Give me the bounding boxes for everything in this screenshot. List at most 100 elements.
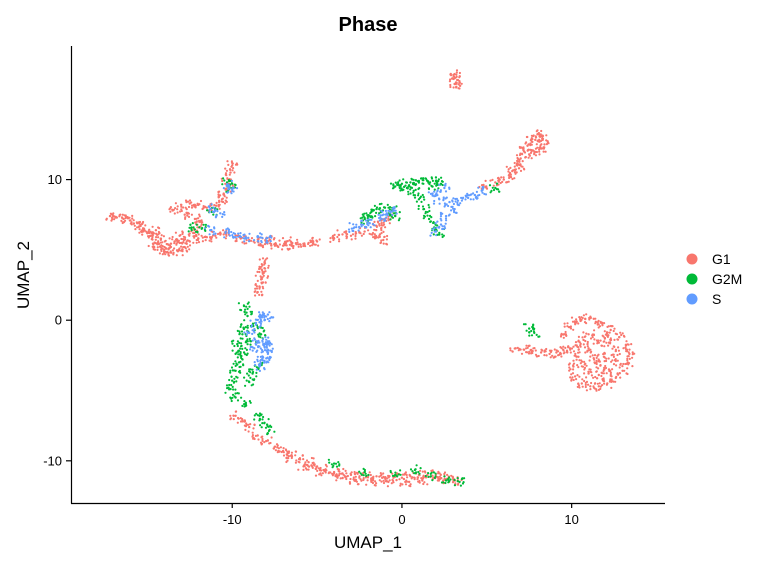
point-g2m (264, 334, 267, 337)
point-g1 (586, 350, 589, 353)
point-s (267, 351, 270, 354)
point-g1 (188, 248, 191, 251)
point-g2m (259, 333, 262, 336)
point-g1 (311, 465, 314, 468)
point-g1 (565, 334, 568, 337)
point-s (256, 355, 259, 358)
point-g2m (198, 226, 201, 229)
point-g2m (436, 180, 439, 183)
point-g1 (380, 480, 383, 483)
point-g1 (541, 138, 544, 142)
point-s (214, 232, 217, 235)
point-g1 (521, 147, 524, 150)
point-g1 (599, 364, 602, 367)
point-g1 (585, 364, 588, 367)
point-g1 (536, 146, 539, 149)
point-g1 (156, 241, 159, 244)
point-g2m (497, 188, 500, 191)
point-g1 (599, 387, 602, 390)
point-g1 (171, 238, 174, 241)
point-g1 (182, 239, 185, 242)
point-s (237, 232, 240, 235)
point-g1 (263, 260, 266, 263)
point-g2m (394, 471, 397, 474)
point-g2m (407, 185, 410, 188)
point-g2m (428, 206, 431, 209)
point-g1 (279, 446, 282, 449)
point-g2m (234, 360, 237, 363)
point-g2m (244, 384, 247, 387)
point-g1 (329, 237, 332, 240)
point-g1 (174, 231, 177, 234)
point-g2m (244, 347, 247, 350)
point-g2m (398, 179, 401, 182)
point-g2m (229, 369, 232, 372)
point-g1 (312, 457, 315, 460)
point-g1 (325, 465, 328, 468)
point-g2m (438, 233, 441, 236)
point-g1 (362, 478, 365, 481)
point-g2m (495, 182, 499, 185)
point-s (243, 237, 246, 240)
point-g1 (555, 349, 558, 352)
point-g1 (619, 331, 622, 334)
point-g2m (491, 186, 494, 189)
point-g1 (354, 234, 357, 238)
point-g1 (173, 240, 176, 243)
point-g2m (421, 205, 425, 208)
point-g1 (614, 380, 617, 383)
point-g1 (121, 213, 124, 216)
point-g1 (576, 364, 579, 367)
point-s (435, 226, 438, 229)
point-g1 (155, 236, 158, 239)
point-s (269, 234, 272, 237)
point-g1 (277, 447, 280, 450)
point-g2m (193, 228, 196, 231)
point-g1 (577, 322, 580, 325)
point-s (210, 228, 213, 232)
point-g1 (181, 230, 184, 233)
point-g1 (603, 356, 606, 359)
point-g1 (264, 258, 267, 261)
point-s (444, 182, 447, 185)
point-g2m (229, 396, 232, 399)
point-g1 (304, 245, 307, 248)
point-g2m (264, 426, 268, 429)
point-g1 (353, 470, 356, 474)
point-g2m (409, 192, 412, 195)
point-g1 (235, 410, 238, 413)
point-g1 (573, 354, 576, 357)
point-g1 (224, 188, 227, 191)
point-g2m (441, 183, 444, 187)
point-g1 (436, 479, 439, 482)
point-s (268, 357, 271, 360)
point-g1 (204, 239, 207, 242)
point-s (443, 225, 446, 228)
point-g1 (255, 285, 258, 288)
point-g1 (577, 382, 580, 385)
point-g2m (335, 465, 339, 468)
point-g2m (402, 178, 405, 181)
point-g1 (606, 335, 610, 338)
point-g1 (261, 437, 264, 441)
point-g2m (231, 393, 235, 396)
point-g1 (607, 334, 610, 337)
point-s (436, 194, 439, 197)
point-g1 (382, 472, 385, 475)
point-g2m (330, 463, 333, 466)
point-g2m (255, 371, 258, 374)
point-g2m (246, 307, 249, 310)
point-g1 (422, 475, 425, 478)
point-g1 (531, 351, 534, 355)
point-g2m (236, 363, 239, 366)
point-s (247, 236, 250, 239)
point-s (434, 194, 437, 198)
point-g2m (400, 182, 404, 185)
point-g1 (539, 133, 542, 136)
point-g1 (157, 226, 160, 229)
point-g1 (452, 73, 455, 76)
point-g1 (146, 231, 149, 235)
point-g2m (378, 207, 381, 210)
point-g2m (338, 464, 341, 467)
point-g1 (151, 238, 154, 241)
